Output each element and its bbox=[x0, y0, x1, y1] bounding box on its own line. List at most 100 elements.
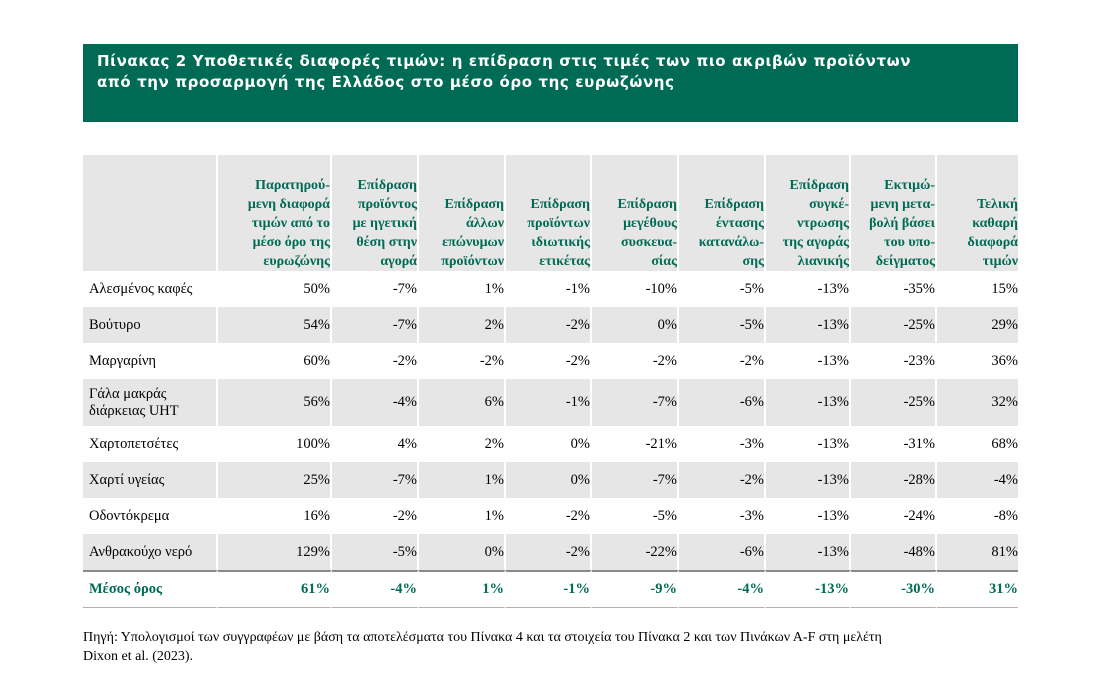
average-row-label: Μέσος όρος bbox=[83, 570, 218, 608]
value-cell: -48% bbox=[851, 534, 937, 570]
header-cell-product bbox=[83, 155, 218, 271]
row-label: Μαργαρίνη bbox=[83, 343, 218, 379]
value-cell: 56% bbox=[218, 379, 332, 426]
value-cell: -4% bbox=[937, 462, 1018, 498]
value-cell: 32% bbox=[937, 379, 1018, 426]
value-cell: 129% bbox=[218, 534, 332, 570]
source-note: Πηγή: Υπολογισμοί των συγγραφέων με βάση… bbox=[83, 628, 1023, 666]
value-cell: -7% bbox=[592, 462, 679, 498]
table-row: Βούτυρο 54% -7% 2% -2% 0% -5% -13% -25% … bbox=[83, 307, 1018, 343]
value-cell: -2% bbox=[679, 462, 766, 498]
header-row: Παρατηρού-μενη διαφορά τιμών από το μέσο ό… bbox=[83, 155, 1018, 271]
value-cell: 2% bbox=[419, 426, 506, 462]
value-cell: -13% bbox=[766, 498, 851, 534]
value-cell: 1% bbox=[419, 498, 506, 534]
value-cell: 25% bbox=[218, 462, 332, 498]
value-cell: -4% bbox=[332, 379, 419, 426]
header-cell-private-label-effect: Επίδραση προϊόντων ιδιωτικής ετικέτας bbox=[506, 155, 592, 271]
table-row: Μαργαρίνη 60% -2% -2% -2% -2% -2% -13% -… bbox=[83, 343, 1018, 379]
value-cell: -2% bbox=[679, 343, 766, 379]
value-cell: 0% bbox=[592, 307, 679, 343]
value-cell: 16% bbox=[218, 498, 332, 534]
value-cell: -5% bbox=[332, 534, 419, 570]
header-cell-estimated-change: Εκτιμώ-μενη μετα-βολή βάσει του υπο-δείγμ… bbox=[851, 155, 937, 271]
average-value-cell: -1% bbox=[506, 570, 592, 608]
value-cell: 54% bbox=[218, 307, 332, 343]
row-label: Ανθρακούχο νερό bbox=[83, 534, 218, 570]
value-cell: -2% bbox=[506, 343, 592, 379]
value-cell: -7% bbox=[592, 379, 679, 426]
row-label: Χαρτοπετσέτες bbox=[83, 426, 218, 462]
header-cell-consumption-intensity-effect: Επίδραση έντασης κατανάλω-σης bbox=[679, 155, 766, 271]
value-cell: -21% bbox=[592, 426, 679, 462]
table-row: Γάλα μακράς διάρκειας UHT 56% -4% 6% -1% … bbox=[83, 379, 1018, 426]
table-title-line-1: Πίνακας 2 Υποθετικές διαφορές τιμών: η ε… bbox=[97, 52, 912, 70]
value-cell: 6% bbox=[419, 379, 506, 426]
value-cell: -28% bbox=[851, 462, 937, 498]
average-value-cell: -9% bbox=[592, 570, 679, 608]
value-cell: -10% bbox=[592, 271, 679, 307]
average-value-cell: 1% bbox=[419, 570, 506, 608]
value-cell: -2% bbox=[332, 343, 419, 379]
average-value-cell: -13% bbox=[766, 570, 851, 608]
value-cell: -23% bbox=[851, 343, 937, 379]
value-cell: -13% bbox=[766, 462, 851, 498]
value-cell: -2% bbox=[419, 343, 506, 379]
table-title-line-2: από την προσαρμογή της Ελλάδος στο μέσο … bbox=[97, 73, 675, 91]
value-cell: -5% bbox=[592, 498, 679, 534]
source-note-line-1: Πηγή: Υπολογισμοί των συγγραφέων με βάση… bbox=[83, 630, 882, 645]
value-cell: -22% bbox=[592, 534, 679, 570]
value-cell: -2% bbox=[506, 307, 592, 343]
value-cell: -31% bbox=[851, 426, 937, 462]
value-cell: -13% bbox=[766, 343, 851, 379]
value-cell: 1% bbox=[419, 271, 506, 307]
value-cell: 100% bbox=[218, 426, 332, 462]
table-row: Ανθρακούχο νερό 129% -5% 0% -2% -22% -6%… bbox=[83, 534, 1018, 570]
value-cell: -5% bbox=[679, 307, 766, 343]
row-label: Βούτυρο bbox=[83, 307, 218, 343]
header-cell-other-brands-effect: Επίδραση άλλων επώνυμων προϊόντων bbox=[419, 155, 506, 271]
header-cell-retail-concentration-effect: Επίδραση συγκέ-ντρωσης της αγοράς λιανικής bbox=[766, 155, 851, 271]
average-value-cell: -4% bbox=[332, 570, 419, 608]
table-row: Αλεσμένος καφές 50% -7% 1% -1% -10% -5% … bbox=[83, 271, 1018, 307]
average-value-cell: 31% bbox=[937, 570, 1018, 608]
value-cell: -1% bbox=[506, 271, 592, 307]
value-cell: 4% bbox=[332, 426, 419, 462]
value-cell: -1% bbox=[506, 379, 592, 426]
header-cell-leading-product-effect: Επίδραση προϊόντος με ηγετική θέση στην αγορ… bbox=[332, 155, 419, 271]
value-cell: -2% bbox=[592, 343, 679, 379]
header-cell-observed-difference: Παρατηρού-μενη διαφορά τιμών από το μέσο ό… bbox=[218, 155, 332, 271]
value-cell: -24% bbox=[851, 498, 937, 534]
row-label: Γάλα μακράς διάρκειας UHT bbox=[83, 379, 218, 426]
value-cell: -2% bbox=[332, 498, 419, 534]
value-cell: 2% bbox=[419, 307, 506, 343]
value-cell: 81% bbox=[937, 534, 1018, 570]
value-cell: 15% bbox=[991, 280, 1018, 297]
value-cell: -3% bbox=[679, 426, 766, 462]
row-label: Χαρτί υγείας bbox=[83, 462, 218, 498]
table-row: Χαρτί υγείας 25% -7% 1% 0% -7% -2% -13% … bbox=[83, 462, 1018, 498]
average-value-cell: -4% bbox=[679, 570, 766, 608]
value-cell: -13% bbox=[766, 271, 851, 307]
value-cell: -7% bbox=[332, 271, 419, 307]
value-cell: -6% bbox=[679, 379, 766, 426]
value-cell: 0% bbox=[506, 462, 592, 498]
value-cell: -25% bbox=[851, 379, 937, 426]
value-cell: -7% bbox=[332, 307, 419, 343]
value-cell: -6% bbox=[679, 534, 766, 570]
price-difference-table: Παρατηρού-μενη διαφορά τιμών από το μέσο ό… bbox=[83, 155, 1018, 608]
value-cell: 1% bbox=[419, 462, 506, 498]
value-cell: -2% bbox=[506, 534, 592, 570]
header-cell-package-size-effect: Επίδραση μεγέθους συσκευα-σίας bbox=[592, 155, 679, 271]
value-cell: 29% bbox=[937, 307, 1018, 343]
source-note-line-2: Dixon et al. (2023). bbox=[83, 649, 194, 664]
value-cell: -7% bbox=[332, 462, 419, 498]
table-row: Οδοντόκρεμα 16% -2% 1% -2% -5% -3% -13% … bbox=[83, 498, 1018, 534]
value-cell: 50% bbox=[218, 271, 332, 307]
row-label: Οδοντόκρεμα bbox=[83, 498, 218, 534]
average-value-cell: 61% bbox=[218, 570, 332, 608]
row-label: Αλεσμένος καφές bbox=[83, 271, 218, 307]
value-cell: 60% bbox=[218, 343, 332, 379]
value-cell: -3% bbox=[679, 498, 766, 534]
value-cell: -25% bbox=[851, 307, 937, 343]
